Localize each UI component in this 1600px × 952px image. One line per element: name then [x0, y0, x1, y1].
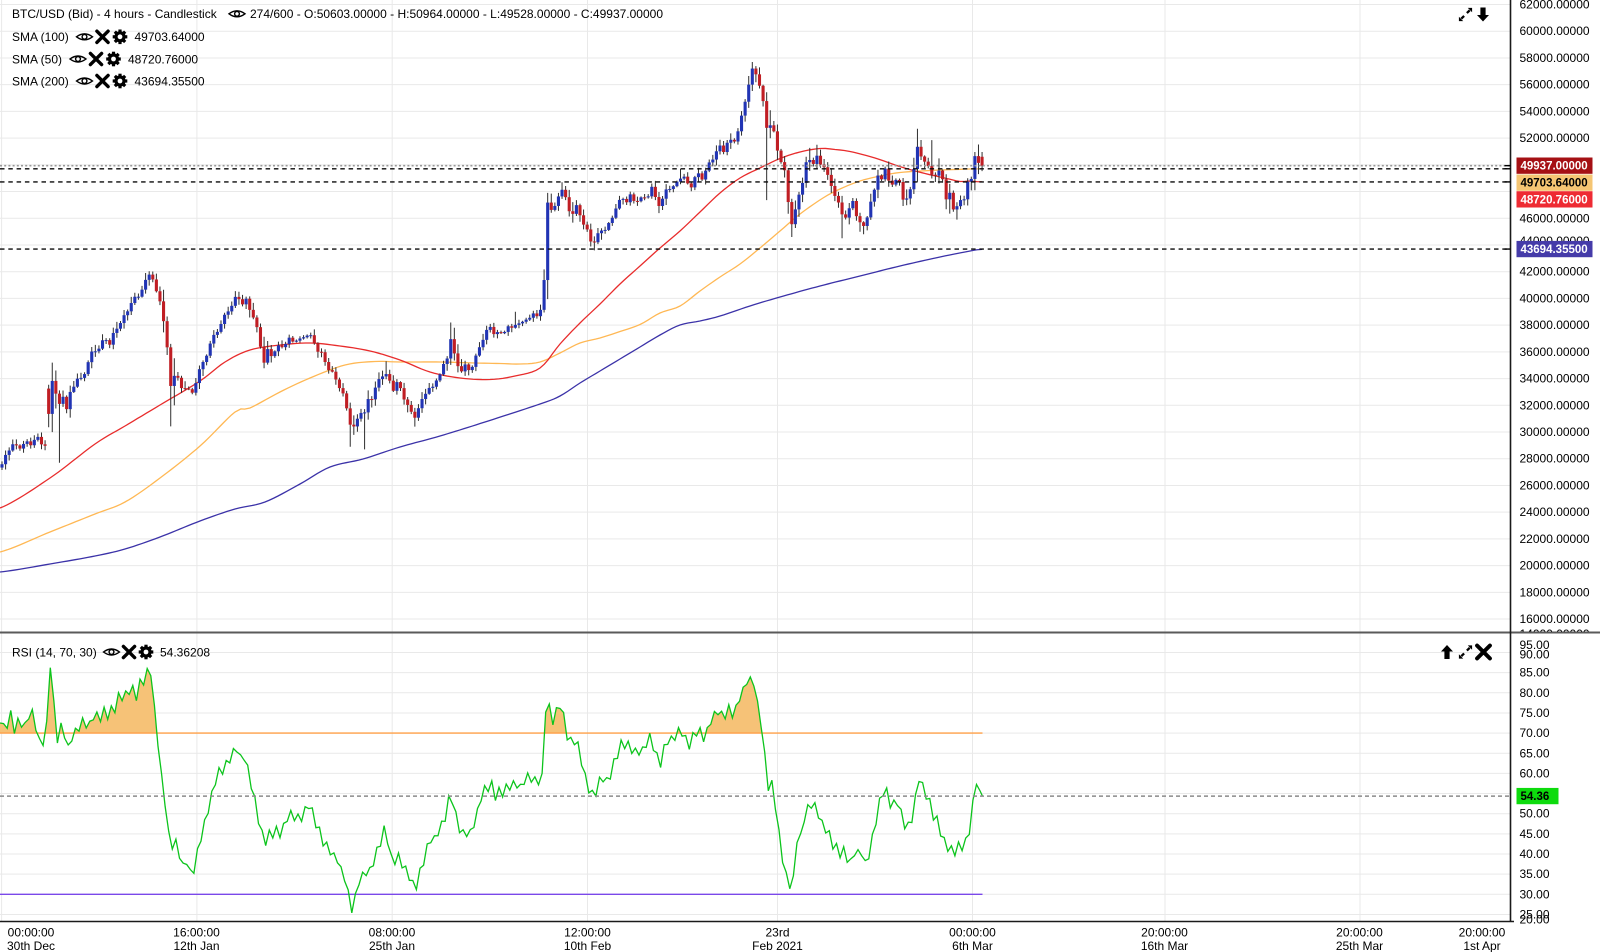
svg-text:38000.00000: 38000.00000 — [1520, 318, 1590, 332]
svg-text:20:00:00: 20:00:00 — [1141, 926, 1188, 940]
svg-text:25.00: 25.00 — [1520, 907, 1550, 921]
svg-text:54.36: 54.36 — [1521, 791, 1550, 803]
svg-text:95.00: 95.00 — [1520, 638, 1550, 652]
svg-text:85.00: 85.00 — [1520, 666, 1550, 680]
svg-text:26000.00000: 26000.00000 — [1520, 478, 1590, 492]
svg-text:16th Mar: 16th Mar — [1141, 939, 1188, 952]
svg-text:12:00:00: 12:00:00 — [564, 926, 611, 940]
svg-text:22000.00000: 22000.00000 — [1520, 532, 1590, 546]
svg-text:14000.00000: 14000.00000 — [1520, 627, 1590, 641]
svg-text:52000.00000: 52000.00000 — [1520, 131, 1590, 145]
svg-text:45.00: 45.00 — [1520, 827, 1550, 841]
svg-text:6th Mar: 6th Mar — [952, 939, 993, 952]
svg-text:80.00: 80.00 — [1520, 686, 1550, 700]
svg-text:75.00: 75.00 — [1520, 706, 1550, 720]
svg-text:40000.00000: 40000.00000 — [1520, 291, 1590, 305]
svg-text:SMA (100): SMA (100) — [12, 30, 69, 44]
svg-text:00:00:00: 00:00:00 — [8, 926, 55, 940]
svg-text:35.00: 35.00 — [1520, 867, 1550, 881]
svg-text:49703.64000: 49703.64000 — [135, 30, 205, 44]
svg-text:20.00: 20.00 — [1520, 913, 1550, 927]
svg-text:36000.00000: 36000.00000 — [1520, 345, 1590, 359]
svg-text:58000.00000: 58000.00000 — [1520, 51, 1590, 65]
svg-text:SMA (200): SMA (200) — [12, 74, 69, 88]
svg-text:20000.00000: 20000.00000 — [1520, 559, 1590, 573]
svg-text:30000.00000: 30000.00000 — [1520, 425, 1590, 439]
svg-text:18000.00000: 18000.00000 — [1520, 585, 1590, 599]
svg-text:49703.64000: 49703.64000 — [1521, 178, 1588, 190]
svg-text:16:00:00: 16:00:00 — [173, 926, 220, 940]
svg-text:43694.35500: 43694.35500 — [135, 74, 205, 88]
svg-text:28000.00000: 28000.00000 — [1520, 452, 1590, 466]
svg-text:42000.00000: 42000.00000 — [1520, 265, 1590, 279]
svg-text:25th Jan: 25th Jan — [369, 939, 415, 952]
svg-text:30th Dec: 30th Dec — [7, 939, 55, 952]
svg-text:46000.00000: 46000.00000 — [1520, 211, 1590, 225]
svg-text:48720.76000: 48720.76000 — [1521, 194, 1588, 206]
svg-text:SMA (50): SMA (50) — [12, 52, 62, 66]
svg-text:56000.00000: 56000.00000 — [1520, 78, 1590, 92]
svg-text:RSI (14, 70, 30): RSI (14, 70, 30) — [12, 645, 97, 659]
svg-text:16000.00000: 16000.00000 — [1520, 612, 1590, 626]
svg-text:54000.00000: 54000.00000 — [1520, 104, 1590, 118]
svg-text:23rd: 23rd — [765, 926, 789, 940]
svg-text:34000.00000: 34000.00000 — [1520, 372, 1590, 386]
svg-text:10th Feb: 10th Feb — [564, 939, 612, 952]
svg-text:48720.76000: 48720.76000 — [128, 52, 198, 66]
svg-text:Feb 2021: Feb 2021 — [752, 939, 803, 952]
svg-text:32000.00000: 32000.00000 — [1520, 398, 1590, 412]
svg-text:1st Apr: 1st Apr — [1463, 939, 1500, 952]
svg-text:60.00: 60.00 — [1520, 766, 1550, 780]
svg-text:25th Mar: 25th Mar — [1336, 939, 1383, 952]
svg-text:24000.00000: 24000.00000 — [1520, 505, 1590, 519]
svg-text:54.36208: 54.36208 — [160, 645, 210, 659]
svg-text:BTC/USD (Bid) - 4 hours - Cand: BTC/USD (Bid) - 4 hours - Candlestick — [12, 7, 218, 21]
svg-text:49937.00000: 49937.00000 — [1521, 161, 1588, 173]
svg-text:08:00:00: 08:00:00 — [369, 926, 416, 940]
svg-text:274/600 - O:50603.00000 - H:50: 274/600 - O:50603.00000 - H:50964.00000 … — [250, 7, 663, 21]
svg-text:43694.35500: 43694.35500 — [1521, 244, 1588, 256]
svg-text:65.00: 65.00 — [1520, 746, 1550, 760]
svg-text:40.00: 40.00 — [1520, 847, 1550, 861]
svg-text:60000.00000: 60000.00000 — [1520, 24, 1590, 38]
svg-text:30.00: 30.00 — [1520, 887, 1550, 901]
svg-text:20:00:00: 20:00:00 — [1459, 926, 1506, 940]
svg-text:12th Jan: 12th Jan — [173, 939, 219, 952]
svg-text:50.00: 50.00 — [1520, 807, 1550, 821]
svg-text:70.00: 70.00 — [1520, 726, 1550, 740]
svg-text:00:00:00: 00:00:00 — [949, 926, 996, 940]
svg-text:20:00:00: 20:00:00 — [1336, 926, 1383, 940]
svg-text:62000.00000: 62000.00000 — [1520, 0, 1590, 12]
svg-text:90.00: 90.00 — [1520, 647, 1550, 661]
